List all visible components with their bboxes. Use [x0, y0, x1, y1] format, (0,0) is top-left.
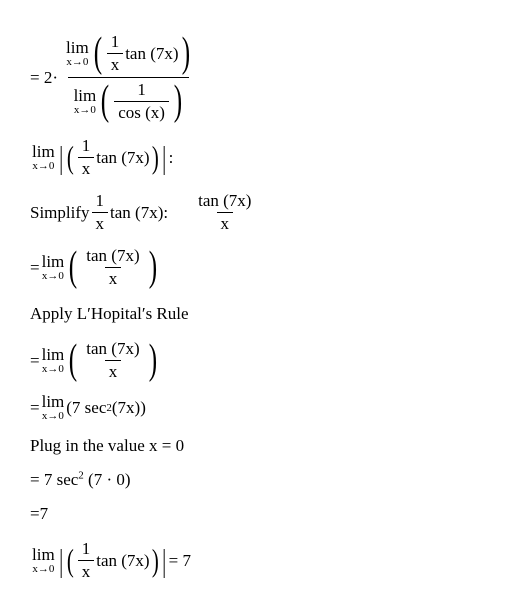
- lim-label: lim: [42, 253, 65, 270]
- left-vbar-icon: |: [59, 145, 63, 171]
- inner-fraction: 1 x: [78, 135, 95, 180]
- expr-after: (7x)): [112, 398, 146, 418]
- expr-before: (7 sec: [66, 398, 106, 418]
- step-simplify: Simplify 1 x tan (7x): tan (7x) x: [30, 190, 488, 235]
- left-paren-icon: (: [67, 548, 74, 574]
- left-paren-icon: (: [101, 85, 109, 119]
- right-paren-icon: ): [148, 344, 156, 378]
- lim-label: lim: [74, 87, 97, 104]
- right-paren-icon: ): [181, 37, 189, 71]
- lim-label: lim: [42, 346, 65, 363]
- prefix-text: =: [30, 258, 40, 278]
- num-inner: 1 x tan (7x): [105, 31, 179, 76]
- limit-operator: lim x→0: [66, 39, 89, 68]
- result-fraction: tan (7x) x: [194, 190, 255, 235]
- text-content: Plug in the value x = 0: [30, 436, 184, 455]
- step-result-7: =7: [30, 504, 488, 524]
- paren-group: ( 1 x tan (7x) ): [65, 135, 160, 180]
- prefix: = 2 ·: [30, 68, 58, 88]
- tail-text: tan (7x): [96, 551, 149, 571]
- outer-fraction: lim x→0 ( 1 x tan (7x) ): [60, 30, 197, 125]
- tail-text: tan (7x): [96, 148, 149, 168]
- outer-fraction-num: lim x→0 ( 1 x tan (7x) ): [60, 30, 197, 77]
- limit-operator: lim x→0: [32, 546, 55, 575]
- lim-sub: x→0: [32, 161, 54, 172]
- left-paren-icon: (: [93, 37, 101, 71]
- rhs-text: = 7: [169, 551, 191, 571]
- right-paren-icon: ): [174, 85, 182, 119]
- right-vbar-icon: |: [163, 548, 167, 574]
- prefix-text: =: [30, 398, 40, 418]
- lim-sub: x→0: [32, 564, 54, 575]
- inner-fraction: 1 x: [78, 538, 95, 583]
- limit-operator: lim x→0: [32, 143, 55, 172]
- step-text-plugin: Plug in the value x = 0: [30, 436, 488, 456]
- right-paren-icon: ): [148, 251, 156, 285]
- text-content: =7: [30, 504, 48, 523]
- step-lim-frac-1: = lim x→0 ( tan (7x) x ): [30, 245, 488, 290]
- inner-fraction: tan (7x) x: [82, 338, 143, 383]
- simplify-label: Simplify: [30, 203, 90, 223]
- limit-operator: lim x→0: [42, 253, 65, 282]
- inner-fraction: 1 x: [107, 31, 124, 76]
- den-inner-fraction: 1 cos (x): [114, 79, 169, 124]
- inner-expr: 1 x tan (7x): [76, 135, 150, 180]
- paren-group: ( tan (7x) x ): [66, 245, 159, 290]
- lim-sub: x→0: [42, 364, 64, 375]
- inner-expr: 1 x tan (7x): [76, 538, 150, 583]
- inner-fraction: tan (7x) x: [82, 245, 143, 290]
- colon-suffix: :: [169, 148, 174, 168]
- step-lim-vbar: lim x→0 | ( 1 x tan (7x) ) | :: [30, 135, 488, 180]
- paren-group: ( tan (7x) x ): [66, 338, 159, 383]
- tail-text: tan (7x): [125, 44, 178, 64]
- prefix-text: =: [30, 351, 40, 371]
- lim-sub: x→0: [74, 105, 96, 116]
- left-vbar-icon: |: [59, 548, 63, 574]
- prefix-text: = 2: [30, 68, 52, 88]
- inner-fraction: 1 x: [92, 190, 109, 235]
- expr-before: = 7 sec: [30, 470, 78, 489]
- right-paren-icon: ): [151, 145, 158, 171]
- right-vbar-icon: |: [163, 145, 167, 171]
- step-eval: = 7 sec2 (7 · 0): [30, 470, 488, 490]
- paren-group: ( 1 x tan (7x) ): [65, 538, 160, 583]
- paren-group: ( 1 x tan (7x) ): [91, 31, 193, 76]
- step-text-lhopital: Apply L′Hopital′s Rule: [30, 304, 488, 324]
- right-paren-icon: ): [151, 548, 158, 574]
- lim-label: lim: [42, 393, 65, 410]
- lim-label: lim: [32, 143, 55, 160]
- step-lim-sec2: = lim x→0 (7 sec2 (7x)): [30, 393, 488, 422]
- step-lim-frac-2: = lim x→0 ( tan (7x) x ): [30, 338, 488, 383]
- text-content: Apply L′Hopital′s Rule: [30, 304, 189, 323]
- limit-operator: lim x→0: [74, 87, 97, 116]
- limit-operator: lim x→0: [42, 346, 65, 375]
- lim-label: lim: [66, 39, 89, 56]
- paren-group: ( 1 cos (x) ): [98, 79, 185, 124]
- lim-label: lim: [32, 546, 55, 563]
- dot-operator: ·: [52, 68, 58, 88]
- left-paren-icon: (: [67, 145, 74, 171]
- lim-sub: x→0: [42, 411, 64, 422]
- step-big-fraction: = 2 · lim x→0 ( 1 x: [30, 30, 488, 125]
- limit-operator: lim x→0: [42, 393, 65, 422]
- lim-sub: x→0: [66, 57, 88, 68]
- step-final: lim x→0 | ( 1 x tan (7x) ) | = 7: [30, 538, 488, 583]
- lim-sub: x→0: [42, 271, 64, 282]
- outer-fraction-den: lim x→0 ( 1 cos (x) ): [68, 77, 189, 125]
- left-paren-icon: (: [69, 344, 77, 378]
- left-paren-icon: (: [69, 251, 77, 285]
- tail-text: tan (7x):: [110, 203, 168, 223]
- expr-after: (7 · 0): [84, 470, 131, 489]
